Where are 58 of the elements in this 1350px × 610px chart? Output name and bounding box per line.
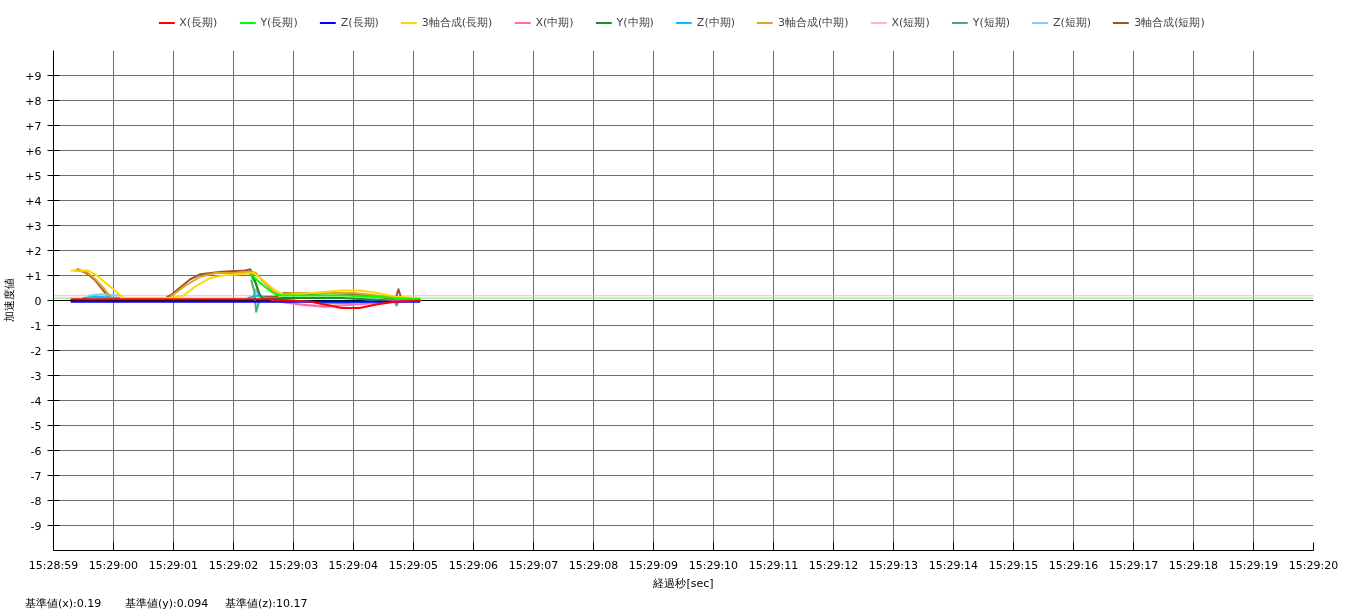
text: 基準値(x):0.19 bbox=[25, 597, 103, 610]
x-tick-label: 15:29:03 bbox=[268, 558, 319, 572]
legend-label: Z(長期) bbox=[340, 14, 379, 30]
y-tick-label: -6 bbox=[30, 444, 42, 458]
legend-label: 3軸合成(長期) bbox=[421, 14, 493, 30]
x-tick-label: 15:29:00 bbox=[88, 558, 139, 572]
y-tick-label: +8 bbox=[25, 94, 42, 108]
x-tick-label: 15:29:20 bbox=[1288, 558, 1339, 572]
x-tick-label: 15:29:05 bbox=[388, 558, 439, 572]
y-tick-label: -1 bbox=[30, 319, 42, 333]
x-tick-label: 15:29:06 bbox=[448, 558, 499, 572]
x-tick-label: 15:29:17 bbox=[1108, 558, 1159, 572]
legend-label: Z(中期) bbox=[696, 14, 735, 30]
x-tick-label: 15:29:14 bbox=[928, 558, 979, 572]
text: 基準値(z):10.17 bbox=[225, 597, 309, 610]
legend-label: Z(短期) bbox=[1053, 14, 1092, 30]
legend-label: Y(中期) bbox=[616, 14, 654, 30]
x-axis-title: 経過秒[sec] bbox=[652, 576, 714, 590]
x-tick-label: 15:29:04 bbox=[328, 558, 379, 572]
legend-label: X(中期) bbox=[535, 14, 574, 30]
x-tick-label: 15:29:11 bbox=[748, 558, 799, 572]
x-tick-label: 15:29:07 bbox=[508, 558, 559, 572]
legend-label: 3軸合成(短期) bbox=[1134, 14, 1205, 30]
y-tick-label: -4 bbox=[30, 394, 42, 408]
x-tick-label: 15:29:08 bbox=[568, 558, 619, 572]
y-tick-label: -9 bbox=[30, 519, 42, 533]
y-tick-label: -3 bbox=[30, 369, 42, 383]
x-tick-label: 15:29:09 bbox=[628, 558, 679, 572]
y-tick-label: -7 bbox=[30, 469, 42, 483]
legend-label: Y(短期) bbox=[972, 14, 1011, 30]
y-tick-label: +3 bbox=[25, 219, 42, 233]
y-tick-label: -2 bbox=[30, 344, 42, 358]
y-tick-label: -5 bbox=[30, 419, 42, 433]
y-tick-label: +1 bbox=[25, 269, 42, 283]
x-tick-label: 15:29:12 bbox=[808, 558, 859, 572]
x-tick-label: 15:28:59 bbox=[28, 558, 79, 572]
y-tick-label: +5 bbox=[25, 169, 42, 183]
x-tick-label: 15:29:02 bbox=[208, 558, 259, 572]
x-tick-label: 15:29:15 bbox=[988, 558, 1039, 572]
y-tick-label: -8 bbox=[30, 494, 42, 508]
x-tick-label: 15:29:19 bbox=[1228, 558, 1279, 572]
y-tick-label: +6 bbox=[25, 144, 42, 158]
legend-label: X(長期) bbox=[179, 14, 218, 30]
y-tick-label: 0 bbox=[34, 294, 42, 308]
y-tick-label: +4 bbox=[25, 194, 42, 208]
y-tick-label: +9 bbox=[25, 69, 42, 83]
text: 基準値(y):0.094 bbox=[125, 597, 210, 610]
y-tick-label: +7 bbox=[25, 119, 42, 133]
x-tick-label: 15:29:10 bbox=[688, 558, 739, 572]
x-tick-label: 15:29:18 bbox=[1168, 558, 1219, 572]
x-tick-label: 15:29:16 bbox=[1048, 558, 1099, 572]
x-tick-label: 15:29:01 bbox=[148, 558, 199, 572]
y-tick-label: +2 bbox=[25, 244, 42, 258]
legend-label: X(短期) bbox=[891, 14, 930, 30]
legend-label: 3軸合成(中期) bbox=[777, 14, 849, 30]
x-tick-label: 15:29:13 bbox=[868, 558, 919, 572]
y-axis-title: 加速度値 bbox=[3, 278, 17, 323]
legend-label: Y(長期) bbox=[260, 14, 298, 30]
